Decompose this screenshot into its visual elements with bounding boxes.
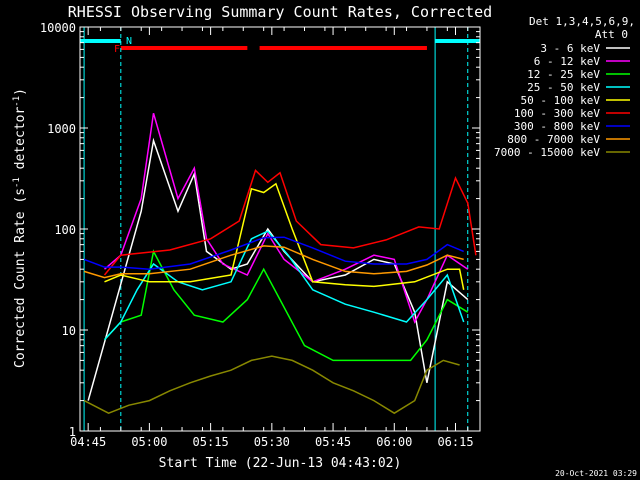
- x-tick-label-2: 05:15: [193, 435, 229, 449]
- x-tick-label-3: 05:30: [254, 435, 290, 449]
- series-line-1: [104, 112, 469, 324]
- series-line-8: [83, 355, 460, 415]
- chart-title: RHESSI Observing Summary Count Rates, Co…: [68, 3, 492, 21]
- legend-label-7: 800 - 7000 keV: [507, 133, 600, 146]
- plot-frame: [79, 26, 481, 432]
- y-tick-label-4: 10000: [40, 21, 76, 35]
- series-line-4: [104, 182, 465, 290]
- y-tick-label-0: 1: [69, 425, 76, 439]
- series-lines: [83, 112, 477, 415]
- x-tick-label-6: 06:15: [437, 435, 473, 449]
- y-tick-label-3: 1000: [47, 122, 76, 136]
- x-axis-label: Start Time (22-Jun-13 04:43:02): [159, 456, 402, 471]
- time-bands: [80, 27, 480, 431]
- y-axis-label-end: ): [13, 88, 28, 96]
- series-line-3: [103, 230, 465, 341]
- y-axis-label-main: Corrected Count Rate (s: [13, 188, 28, 368]
- legend-header-line2: Att 0: [595, 28, 628, 41]
- flag-label-n: N: [126, 36, 132, 47]
- legend-label-2: 12 - 25 keV: [527, 68, 600, 81]
- legend-label-3: 25 - 50 keV: [527, 81, 600, 94]
- flag-label-f: F: [114, 44, 120, 55]
- legend-label-4: 50 - 100 keV: [521, 94, 601, 107]
- legend-label-0: 3 - 6 keV: [540, 42, 600, 55]
- legend-label-8: 7000 - 15000 keV: [494, 146, 600, 159]
- y-axis-label-sup1: -1: [12, 177, 22, 188]
- y-axis-label: Corrected Count Rate (s-1 detector-1): [12, 88, 28, 368]
- series-line-6: [83, 236, 464, 270]
- x-tick-label-1: 05:00: [131, 435, 167, 449]
- footer-date: 20-Oct-2021 03:29: [555, 469, 637, 478]
- x-tick-label-5: 06:00: [376, 435, 412, 449]
- x-axis-ticks: 04:45 05:00 05:15 05:30 05:45 06:00 06:15: [70, 27, 474, 449]
- y-tick-label-2: 100: [54, 223, 76, 237]
- legend-label-6: 300 - 800 keV: [514, 120, 600, 133]
- y-tick-label-1: 10: [62, 324, 76, 338]
- x-tick-label-4: 05:45: [315, 435, 351, 449]
- legend-label-5: 100 - 300 keV: [514, 107, 600, 120]
- series-line-7: [83, 245, 464, 279]
- series-line-2: [103, 249, 469, 362]
- y-axis-label-sup2: -1: [12, 96, 22, 107]
- series-line-5: [103, 169, 477, 276]
- legend-header-line1: Det 1,3,4,5,6,9,: [529, 15, 635, 28]
- axes: [79, 26, 481, 432]
- y-axis-label-mid: detector: [13, 107, 28, 178]
- y-axis-ticks: 1 10 100 1000 10000: [40, 21, 480, 439]
- x-tick-label-0: 04:45: [70, 435, 106, 449]
- legend-label-1: 6 - 12 keV: [534, 55, 601, 68]
